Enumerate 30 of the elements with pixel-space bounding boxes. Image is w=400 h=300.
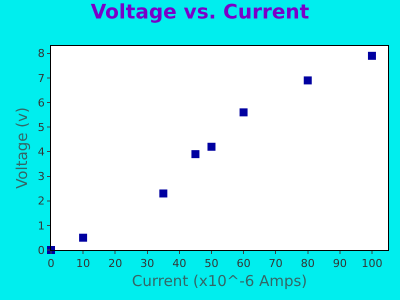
y-tick-label: 3 [38,170,45,184]
x-tick-label: 0 [48,257,54,270]
point [159,189,168,198]
x-tick-label: 70 [268,257,283,270]
point [207,142,216,151]
point [368,52,376,60]
x-tick-label: 90 [332,257,347,270]
point [240,108,248,116]
x-tick-label: 80 [300,257,315,270]
y-tick-label: 4 [38,146,45,159]
y-tick-label: 8 [38,47,45,60]
y-tick-label: 5 [38,120,45,134]
y-tick-label: 0 [38,244,45,257]
x-tick-label: 10 [76,257,90,270]
y-tick-label: 2 [38,194,45,208]
point [191,150,200,158]
y-tick-label: 6 [38,96,45,110]
y-axis-title: Voltage (v) [13,107,32,189]
x-tick-label: 20 [108,257,122,270]
x-tick-label: 50 [204,257,218,270]
x-tick-label: 60 [236,257,251,270]
x-tick-label: 100 [361,257,382,270]
y-tick-label: 1 [38,219,45,232]
x-axis-title: Current (x10^-6 Amps) [132,272,308,290]
x-tick-label: 30 [140,257,154,270]
x-tick-label: 40 [172,257,186,270]
chart-title: Voltage vs. Current [90,0,310,24]
point [304,76,312,84]
point [79,234,88,242]
y-tick-label: 7 [38,72,45,85]
